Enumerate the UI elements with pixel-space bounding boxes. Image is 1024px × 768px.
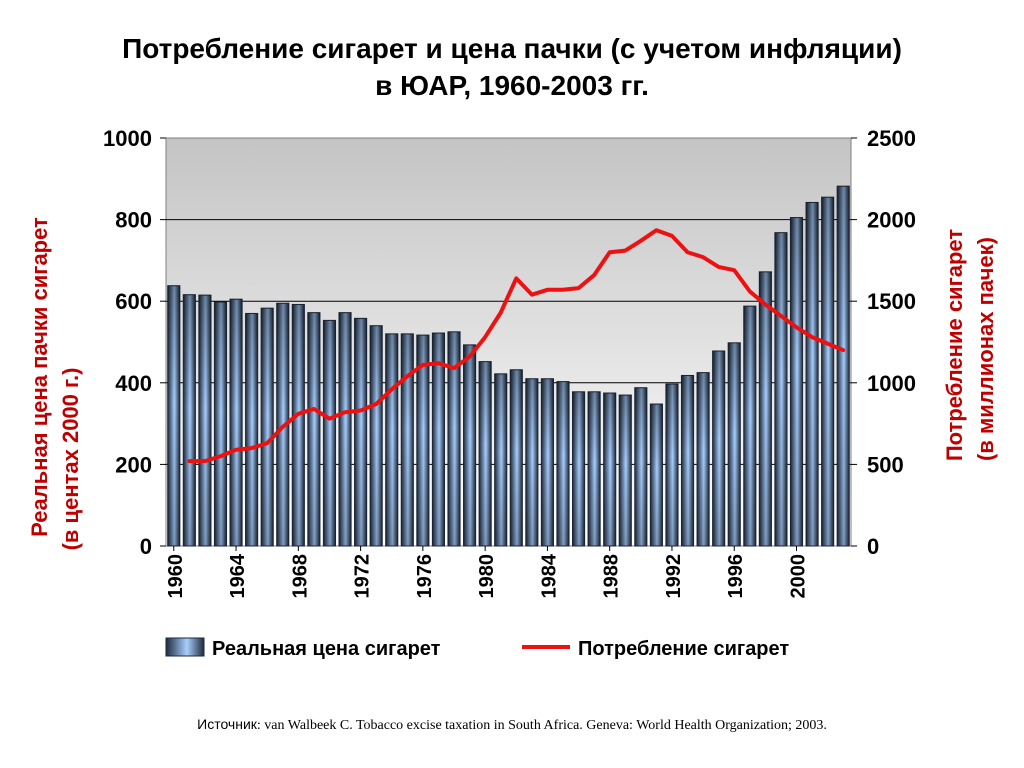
right-tick-label: 1000 (867, 371, 916, 396)
consumption-line (187, 228, 846, 464)
price-bar (322, 319, 337, 547)
source-text: : van Walbeek C. Tobacco excise taxation… (256, 718, 827, 733)
price-bar (338, 312, 352, 547)
left-axis-ticks: 0 200 400 600 800 1000 (103, 126, 166, 559)
price-bar (805, 201, 819, 547)
left-axis-label-line2: (в центах 2000 г.) (58, 368, 83, 551)
price-bar (509, 369, 523, 547)
x-tick-label: 1992 (663, 554, 685, 599)
price-bar (665, 383, 679, 547)
left-tick-label: 400 (115, 371, 152, 396)
right-tick-label: 500 (867, 452, 904, 477)
x-tick-label: 1960 (165, 554, 187, 599)
x-tick-label: 1968 (289, 554, 311, 599)
x-tick-label: 1988 (601, 554, 623, 599)
x-axis-ticks: 1960 1964 1968 1972 1976 1980 1984 1988 1992 1996… (165, 546, 810, 599)
price-bar (385, 333, 399, 547)
price-bar (260, 307, 274, 547)
right-tick-label: 2000 (867, 208, 916, 233)
price-bar (167, 285, 181, 547)
right-tick-label: 1500 (867, 289, 916, 314)
price-bar (587, 391, 601, 547)
price-bar (229, 298, 243, 547)
right-tick-label: 2500 (867, 126, 916, 151)
x-tick-label: 1980 (476, 554, 498, 599)
legend-bar-label: Реальная цена сигарет (212, 638, 441, 660)
x-tick-label: 1976 (414, 554, 436, 599)
left-axis-label-line1: Реальная цена пачки сигарет (27, 217, 52, 537)
price-bar (463, 344, 477, 547)
price-bar (743, 305, 757, 547)
price-bar (213, 301, 228, 547)
chart-title: Потребление сигарет и цена пачки (с учет… (0, 30, 1024, 104)
right-tick-label: 0 (867, 534, 879, 559)
price-bar (556, 381, 570, 547)
price-bar (400, 333, 414, 547)
left-tick-label: 800 (115, 208, 152, 233)
legend-line-label: Потребление сигарет (578, 638, 789, 660)
price-bar (245, 312, 259, 547)
price-bar (494, 373, 508, 547)
chart-title-line1: Потребление сигарет и цена пачки (с учет… (122, 33, 902, 64)
price-bar (307, 312, 321, 547)
price-bar (540, 378, 554, 547)
price-bar (821, 196, 835, 547)
source-label: Источник (197, 716, 257, 732)
chart-title-line2: в ЮАР, 1960-2003 гг. (375, 70, 649, 101)
left-tick-label: 0 (140, 534, 152, 559)
price-bar (478, 361, 492, 547)
price-bar (618, 394, 632, 547)
x-tick-label: 1964 (227, 553, 249, 598)
left-tick-label: 600 (115, 289, 152, 314)
price-bar (431, 332, 446, 547)
legend-bar-swatch (165, 637, 205, 657)
price-bar (727, 342, 741, 547)
right-axis-label-line2: (в миллионах пачек) (973, 237, 998, 461)
price-bar (447, 331, 461, 547)
left-tick-label: 1000 (103, 126, 152, 151)
price-bar (603, 392, 617, 547)
price-bar (525, 378, 539, 547)
price-bar (836, 185, 850, 547)
right-axis-label-line1: Потребление сигарет (942, 229, 967, 462)
left-tick-label: 200 (115, 452, 152, 477)
price-bar (774, 232, 788, 547)
price-bar (696, 372, 710, 547)
price-bar (680, 374, 695, 547)
price-bar (182, 294, 196, 547)
price-bar (789, 217, 804, 547)
price-bar (649, 403, 663, 547)
x-tick-label: 2000 (788, 554, 810, 599)
price-bars (167, 185, 850, 547)
price-bar (712, 350, 726, 547)
right-axis-ticks: 0 500 1000 1500 2000 2500 (851, 126, 916, 559)
price-bar (634, 387, 648, 547)
source-note: Источник: van Walbeek C. Tobacco excise … (0, 716, 1024, 734)
price-bar (354, 317, 368, 547)
price-bar (198, 294, 212, 547)
x-tick-label: 1972 (352, 554, 374, 599)
price-bar (369, 325, 383, 547)
price-bar (758, 271, 772, 547)
price-bar (291, 303, 305, 547)
legend: Реальная цена сигарет Потребление сигаре… (165, 637, 789, 660)
x-tick-label: 1984 (538, 553, 560, 598)
price-bar (571, 391, 586, 547)
x-tick-label: 1996 (725, 554, 747, 599)
